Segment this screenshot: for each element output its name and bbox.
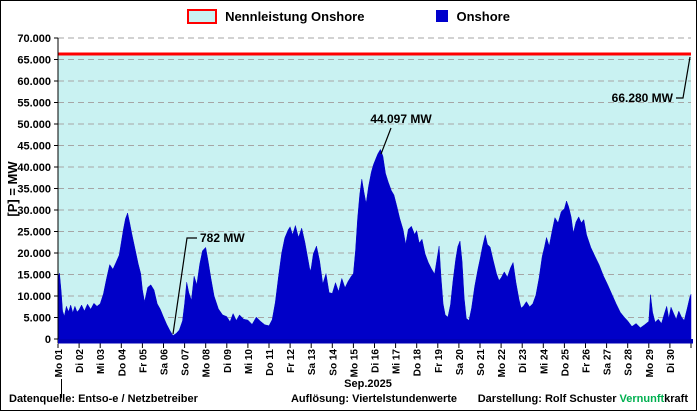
x-tick-label: Sa 13	[307, 349, 318, 376]
x-tick-label: Fr 19	[434, 349, 445, 373]
x-tick-label: Mo 15	[349, 349, 360, 378]
y-tick-label: 25.000	[17, 227, 51, 239]
chart-plot-area: 0 5.000 10.000 15.000 20.000 25.000 30.000 35.0…	[5, 33, 693, 378]
onshore-area-series	[57, 148, 692, 340]
y-tick-label: 40.000	[17, 162, 51, 174]
legend: Nennleistung Onshore Onshore	[1, 5, 696, 27]
credit-brand-green: Vernunft	[619, 393, 665, 405]
data-source-text: Datenquelle: Entso-e / Netzbetreiber	[9, 393, 198, 405]
x-tick-label: Mi 10	[244, 349, 255, 374]
y-tick-label: 10.000	[17, 291, 51, 303]
x-tick-label: So 14	[328, 349, 339, 376]
x-tick-label: Sa 20	[455, 349, 466, 376]
credit-prefix: Darstellung: Rolf Schuster	[477, 393, 620, 405]
x-tick-label: So 28	[624, 349, 635, 376]
x-tick-label: Do 04	[117, 349, 128, 377]
y-tick-label: 60.000	[17, 76, 51, 88]
x-tick-label: Di 23	[518, 349, 529, 373]
x-tick-label: Mo 29	[645, 349, 656, 378]
x-tick-label: So 07	[181, 349, 192, 376]
y-tick-label: 5.000	[23, 313, 51, 325]
y-tick-label: 15.000	[17, 270, 51, 282]
legend-item-onshore: Onshore	[436, 8, 510, 24]
y-tick-label: 45.000	[17, 141, 51, 153]
min-leader-line	[172, 237, 197, 335]
y-tick-label: 55.000	[17, 98, 51, 110]
x-tick-label: Mo 08	[202, 349, 213, 378]
annotation-capacity: 66.280 MW	[612, 91, 674, 105]
x-tick-label: Sa 27	[603, 349, 614, 376]
x-tick-label: Fr 05	[138, 349, 149, 373]
y-axis-title: [P] = MW	[5, 161, 20, 217]
y-tick-label: 20.000	[17, 248, 51, 260]
x-tick-label: Fr 26	[582, 349, 593, 373]
capacity-leader-line	[676, 56, 691, 99]
y-tick-label: 35.000	[17, 184, 51, 196]
onshore-label: Onshore	[456, 8, 510, 24]
axis-stray-line	[61, 379, 62, 398]
onshore-swatch-icon	[436, 10, 449, 22]
y-tick-label: 65.000	[17, 55, 51, 67]
x-tick-label: Mi 03	[96, 349, 107, 374]
resolution-text: Auflösung: Viertelstundenwerte	[290, 393, 458, 405]
x-tick-label: Mo 22	[497, 349, 508, 378]
x-tick-label: So 21	[476, 349, 487, 376]
x-axis-line	[58, 339, 693, 344]
annotation-max: 44.097 MW	[370, 112, 432, 126]
x-tick-label: Sa 06	[160, 349, 171, 376]
credit-brand-black: kraft	[664, 393, 688, 405]
max-leader-line	[380, 127, 392, 155]
nennleistung-swatch-icon	[187, 8, 218, 24]
x-tick-label: Di 30	[666, 349, 677, 373]
x-tick-label: Fr 12	[286, 349, 297, 373]
nennleistung-label: Nennleistung Onshore	[225, 8, 365, 24]
credit-text: Darstellung: Rolf Schuster Vernunftkraft	[478, 393, 688, 405]
x-tick-label: Di 16	[371, 349, 382, 373]
y-tick-label: 70.000	[17, 33, 51, 45]
x-tick-label: Di 09	[223, 349, 234, 373]
y-tick-label: 30.000	[17, 205, 51, 217]
x-tick-label: Do 18	[413, 349, 424, 377]
legend-item-nennleistung: Nennleistung Onshore	[187, 8, 365, 24]
y-tick-label: 0	[45, 334, 51, 346]
y-tick-label: 50.000	[17, 119, 51, 131]
x-tick-label: Do 11	[265, 349, 276, 376]
annotation-min: 782 MW	[200, 231, 245, 245]
x-tick-label: Do 25	[560, 349, 571, 377]
x-tick-label: Mi 24	[539, 349, 550, 374]
x-tick-label: Di 02	[75, 349, 86, 373]
footer: Datenquelle: Entso-e / Netzbetreiber Auf…	[1, 393, 696, 409]
x-tick-label: Mo 01	[54, 349, 65, 378]
x-tick-label: Mi 17	[392, 349, 403, 374]
x-axis-title: Sep.2025	[344, 378, 392, 390]
